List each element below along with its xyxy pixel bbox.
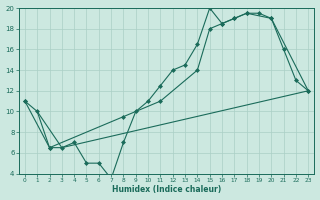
X-axis label: Humidex (Indice chaleur): Humidex (Indice chaleur) [112,185,221,194]
